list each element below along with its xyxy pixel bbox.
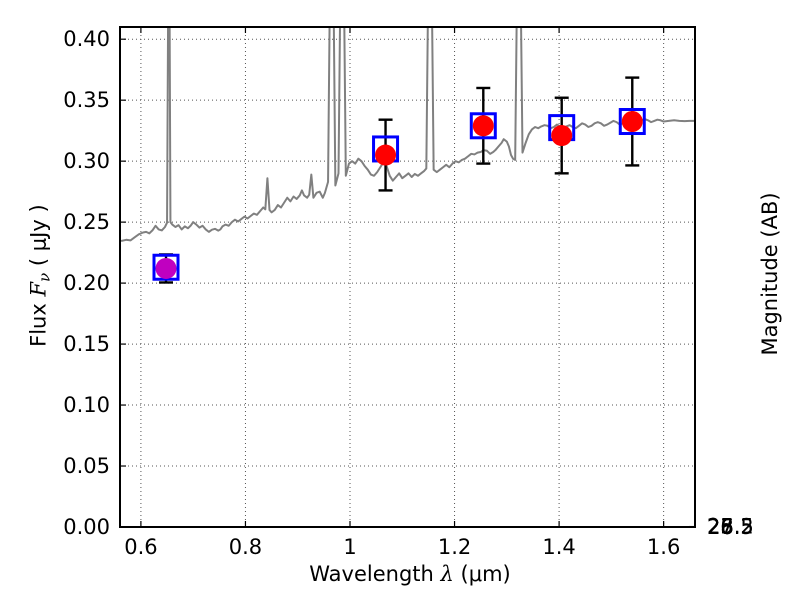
y-tick-label-left: 0.20	[63, 271, 110, 295]
x-tick-label: 0.6	[124, 535, 157, 559]
photometry-point	[472, 115, 494, 137]
y-axis-left-label-prefix: Flux	[26, 303, 51, 347]
error-bars	[159, 76, 640, 284]
y-axis-left-symbol: F	[26, 281, 51, 297]
grid-lines	[120, 27, 695, 527]
model-photometry-square	[152, 253, 180, 281]
observed-photometry-points	[155, 111, 643, 279]
y-tick-label-right: 25.2	[707, 515, 754, 539]
y-tick-label-left: 0.00	[63, 515, 110, 539]
y-tick-label-left: 0.25	[63, 210, 110, 234]
x-tick-label: 0.8	[229, 535, 262, 559]
y-axis-right-label: Magnitude (AB)	[758, 192, 782, 356]
x-axis-symbol: λ	[440, 562, 454, 586]
y-axis-left-subscript: ν	[35, 272, 54, 282]
model-photometry-square	[618, 108, 646, 136]
y-tick-label-left: 0.35	[63, 88, 110, 112]
y-axis-left-label: Flux Fν ( μJy )	[26, 126, 53, 426]
y-tick-label-right: 26.5	[707, 515, 754, 539]
y-tick-label-left: 0.10	[63, 393, 110, 417]
y-tick-label-left: 0.05	[63, 454, 110, 478]
x-tick-label: 1.6	[647, 535, 680, 559]
y-tick-label-right: 26	[707, 515, 734, 539]
axes-spines	[119, 26, 696, 528]
y-tick-label-left: 0.15	[63, 332, 110, 356]
y-tick-label-right: 25.5	[707, 515, 754, 539]
y-tick-label-right: 28	[707, 515, 734, 539]
model-photometry-square	[469, 112, 497, 140]
model-spectrum-line	[120, 27, 695, 242]
x-axis-label: Wavelength λ (μm)	[180, 562, 640, 586]
x-tick-label: 1.2	[438, 535, 471, 559]
model-photometry-squares	[152, 108, 646, 281]
y-tick-label-right: 25	[707, 515, 734, 539]
x-axis-unit: (μm)	[460, 562, 511, 586]
photometry-point	[375, 144, 397, 166]
axes-frame	[119, 26, 696, 528]
photometry-point	[621, 111, 643, 133]
x-axis-label-prefix: Wavelength	[309, 562, 434, 586]
y-tick-label-left: 0.30	[63, 149, 110, 173]
spectrum-curve	[120, 27, 695, 242]
y-tick-label-right: 27	[707, 515, 734, 539]
photometry-point	[155, 257, 177, 279]
x-tick-label: 1	[343, 535, 356, 559]
tick-labels: 0.6 0.8 1 1.2 1.4 1.6 0.00 0.05 0.10 0.15 0.20 0.25…	[63, 27, 754, 559]
y-tick-label-left: 0.40	[63, 27, 110, 51]
y-axis-left-unit: ( μJy )	[26, 204, 51, 267]
x-tick-label: 1.4	[542, 535, 575, 559]
photometry-point	[551, 125, 573, 147]
